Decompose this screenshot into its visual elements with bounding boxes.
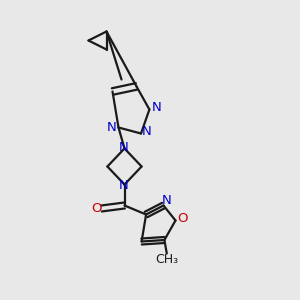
- Text: O: O: [91, 202, 101, 215]
- Text: N: N: [162, 194, 172, 208]
- Text: CH₃: CH₃: [155, 253, 178, 266]
- Text: O: O: [177, 212, 187, 226]
- Text: N: N: [119, 178, 129, 192]
- Text: N: N: [119, 141, 129, 154]
- Text: N: N: [142, 124, 151, 138]
- Text: N: N: [107, 121, 117, 134]
- Text: N: N: [152, 100, 161, 114]
